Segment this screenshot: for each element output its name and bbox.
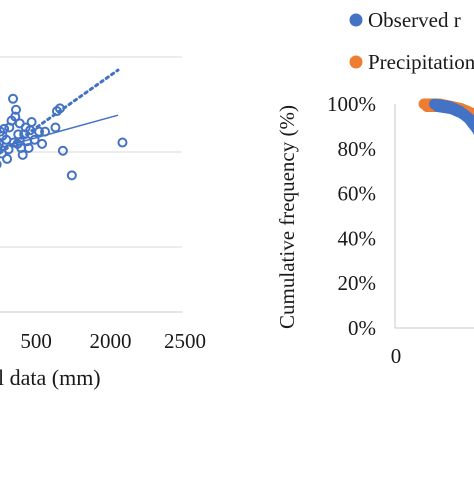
left-x-axis-title: l data (mm) (0, 365, 101, 390)
right-y-tick-labels: 0% 20% 40% 60% 80% 100% (327, 92, 376, 340)
data-point (68, 171, 76, 179)
x-tick-label: 2000 (90, 329, 132, 353)
y-tick-label: 60% (338, 182, 377, 206)
right-cumulative-panel: Observed r Precipitation Cumulative freq… (275, 8, 474, 368)
data-point (0, 160, 1, 168)
y-tick-label: 20% (338, 271, 377, 295)
right-data-points (419, 99, 474, 203)
left-scatter-panel: 500 2000 2500 l data (mm) (0, 57, 206, 390)
right-x-tick-labels: 05 (391, 344, 474, 368)
y-tick-label: 0% (348, 316, 376, 340)
legend-marker-precipitation (350, 56, 363, 69)
y-tick-label: 40% (338, 226, 377, 250)
left-data-points (0, 95, 126, 180)
x-tick-label: 2500 (164, 329, 206, 353)
data-point (9, 95, 17, 103)
left-x-tick-labels: 500 2000 2500 (20, 329, 206, 353)
y-tick-label: 80% (338, 137, 377, 161)
x-tick-label: 500 (20, 329, 52, 353)
data-point (118, 139, 126, 147)
legend-label-precipitation: Precipitation (368, 50, 474, 74)
data-point (38, 140, 46, 148)
x-tick-label: 0 (391, 344, 402, 368)
legend-marker-observed (350, 14, 363, 27)
legend-item-precipitation: Precipitation (350, 50, 474, 74)
right-y-axis-title: Cumulative frequency (%) (275, 105, 299, 329)
data-point (51, 124, 59, 132)
y-tick-label: 100% (327, 92, 376, 116)
data-point (3, 155, 11, 163)
legend: Observed r Precipitation (350, 8, 474, 74)
data-point (59, 147, 67, 155)
legend-label-observed: Observed r (368, 8, 461, 32)
legend-item-observed: Observed r (350, 8, 461, 32)
